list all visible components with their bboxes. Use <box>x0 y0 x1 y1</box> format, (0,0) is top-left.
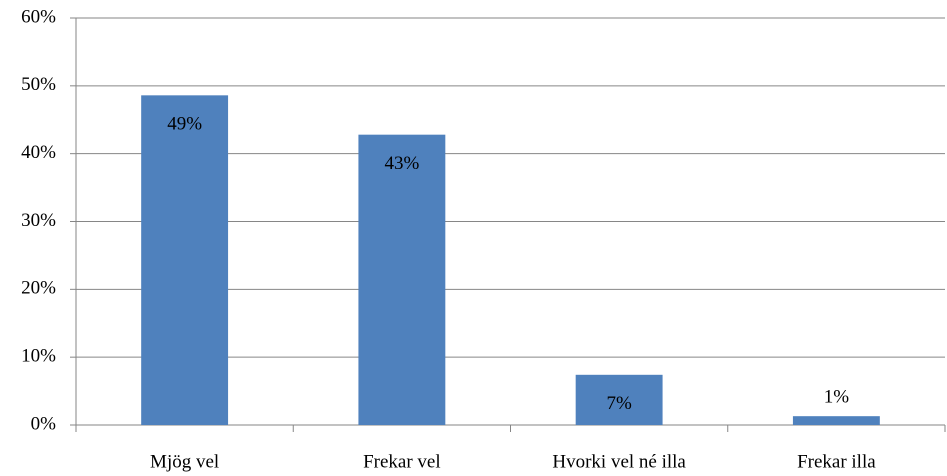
data-label: 43% <box>384 153 419 174</box>
y-tick-label: 20% <box>21 278 56 299</box>
data-label: 7% <box>606 393 632 414</box>
x-tick-label: Frekar vel <box>363 451 441 472</box>
x-tick-label: Hvorki vel né illa <box>552 451 686 472</box>
bar <box>141 95 229 425</box>
y-tick-label: 30% <box>21 210 56 231</box>
y-tick-label: 10% <box>21 346 56 367</box>
x-tick-label: Frekar illa <box>797 451 876 472</box>
x-tick-label: Mjög vel <box>150 451 219 472</box>
y-tick-label: 50% <box>21 74 56 95</box>
y-tick-label: 40% <box>21 142 56 163</box>
bar <box>575 374 663 425</box>
y-tick-label: 60% <box>21 6 56 27</box>
y-tick-label: 0% <box>31 413 57 434</box>
bar <box>358 134 446 425</box>
data-label: 1% <box>824 387 850 408</box>
bar <box>792 416 880 425</box>
data-label: 49% <box>167 114 202 135</box>
